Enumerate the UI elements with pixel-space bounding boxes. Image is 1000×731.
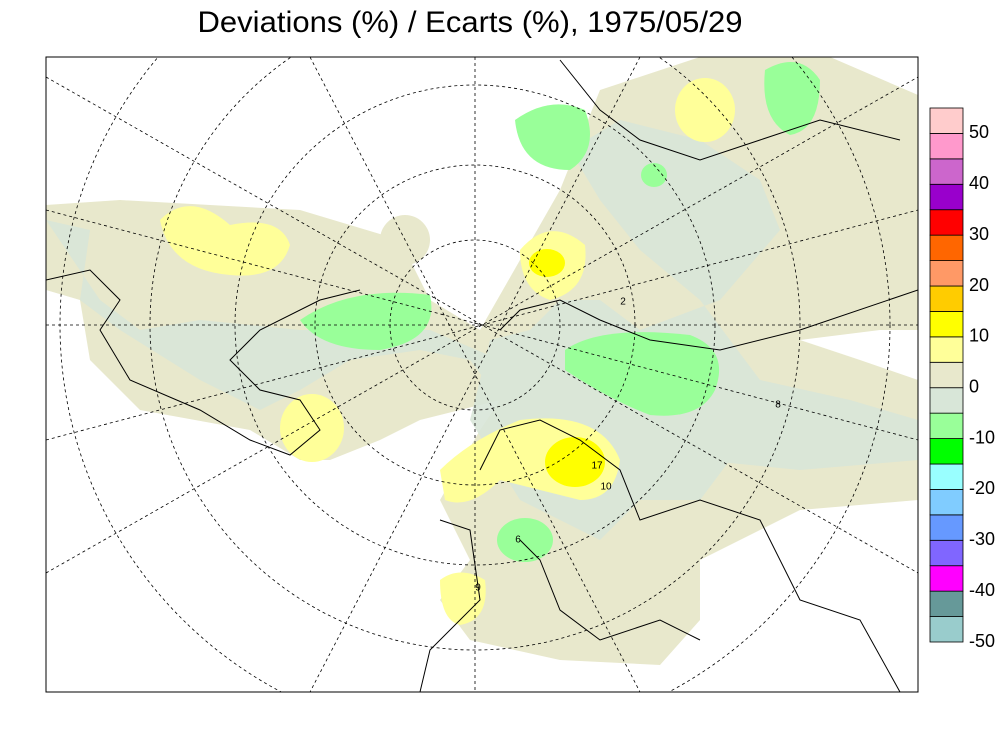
map-label: 17 — [591, 461, 603, 472]
colorbar-box — [929, 438, 964, 465]
colorbar-box — [929, 260, 964, 287]
deviation-area — [440, 572, 486, 625]
title: Deviations (%) / Ecarts (%), 1975/05/29 — [198, 6, 743, 39]
deviation-area — [46, 120, 918, 540]
coastlines — [46, 59, 918, 692]
map-frame — [45, 56, 919, 693]
deviation-area — [675, 78, 735, 142]
colorbar-tick-label: 50 — [969, 122, 989, 142]
colorbar-box — [929, 336, 964, 363]
colorbar-box — [929, 311, 964, 338]
deviation-area — [300, 292, 432, 350]
map-label: 9 — [475, 583, 481, 594]
colorbar-box — [929, 489, 964, 516]
colorbar-box — [929, 514, 964, 541]
colorbar-box — [929, 107, 964, 134]
colorbar-box — [929, 209, 964, 236]
colorbar-tick-label: -50 — [969, 631, 995, 651]
colorbar-box — [929, 361, 964, 389]
colorbar-box — [929, 234, 964, 261]
colorbar-box — [929, 412, 964, 439]
colorbar-tick-label: 40 — [969, 173, 989, 193]
colorbar-box — [929, 539, 964, 567]
map-label: 10 — [600, 482, 612, 493]
colorbar-tick-label: -40 — [969, 580, 995, 600]
map — [45, 56, 919, 693]
colorbar-tick-label: 20 — [969, 275, 989, 295]
colorbar-tick-label: 0 — [969, 376, 979, 396]
deviation-area — [529, 249, 565, 277]
colorbar-tick-label: 30 — [969, 224, 989, 244]
colorbar-box — [929, 463, 964, 490]
deviation-area — [641, 163, 667, 187]
deviation-area — [565, 332, 720, 416]
colorbar-box — [929, 616, 964, 643]
meridians — [46, 57, 918, 692]
colorbar-box — [929, 565, 964, 592]
colorbar-box — [929, 285, 964, 312]
colorbar-tick-label: 10 — [969, 326, 989, 346]
deviation-area — [497, 518, 553, 562]
deviation-area — [545, 437, 605, 487]
map-label: 2 — [620, 297, 626, 308]
colorbar-box — [929, 183, 964, 211]
latitude-circle — [234, 84, 716, 566]
deviation-area — [515, 104, 590, 170]
colorbar-tick-label: -30 — [969, 529, 995, 549]
colorbar-box — [929, 133, 964, 160]
map-label: 8 — [775, 400, 781, 411]
map-label: 6 — [515, 535, 521, 546]
colorbar-tick-label: -20 — [969, 478, 995, 498]
deviation-area — [764, 62, 820, 135]
colorbar-tick-label: -10 — [969, 427, 995, 447]
deviation-area — [280, 394, 344, 462]
colorbar-box — [929, 590, 964, 617]
colorbar-box — [929, 387, 964, 414]
colorbar-box — [929, 158, 964, 185]
